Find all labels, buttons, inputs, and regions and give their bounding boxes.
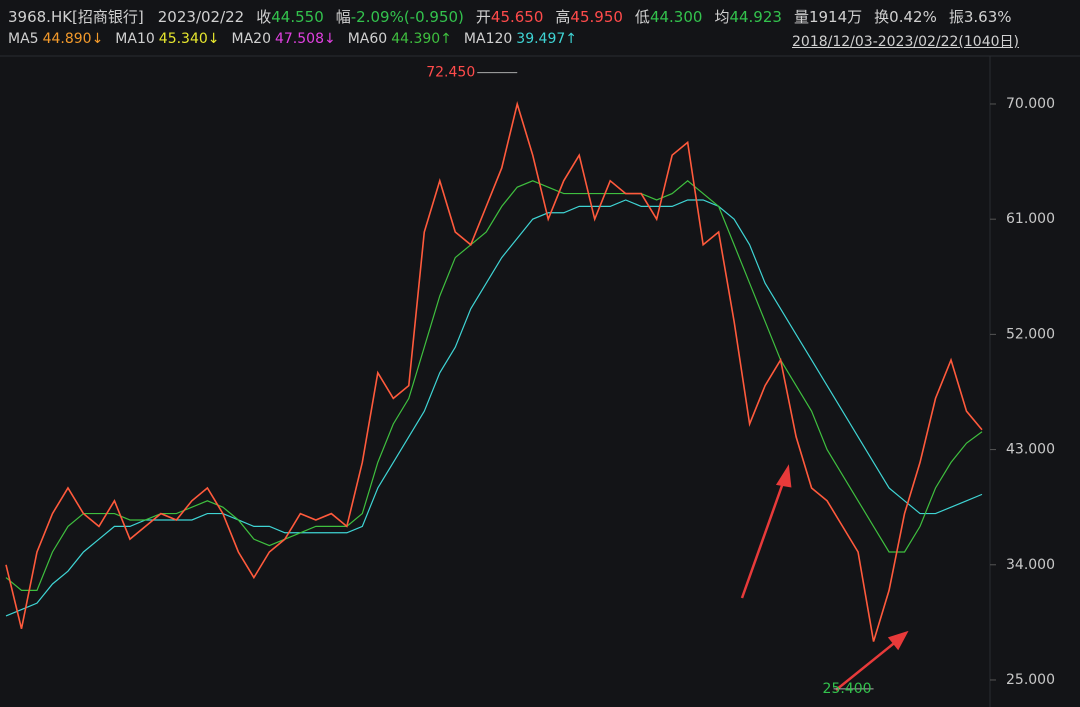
y-tick-label: 43.000 (1006, 442, 1055, 458)
field-value: 44.550 (271, 8, 324, 26)
series-line (5, 180, 983, 591)
ma-label: MA20 (231, 31, 271, 47)
ma-value: 44.390↑ (391, 31, 452, 47)
field-value: -2.09%(-0.950) (350, 8, 464, 26)
y-tick-label: 52.000 (1006, 326, 1055, 342)
field-label: 振 (948, 8, 964, 26)
field-value: 0.42% (889, 8, 937, 26)
field-label: 量 (793, 8, 809, 26)
field-value: 44.923 (729, 8, 782, 26)
y-tick-label: 34.000 (1006, 557, 1055, 573)
field-value: 3.63% (963, 8, 1012, 26)
ma-value: 39.497↑ (516, 31, 578, 47)
ma-value: 47.508↓ (274, 31, 336, 47)
y-tick-label: 25.000 (1006, 672, 1055, 688)
date: 2023/02/22 (157, 8, 245, 26)
ma-label: MA120 (463, 31, 513, 47)
symbol: 3968.HK[招商银行] (8, 8, 144, 26)
ma-label: MA5 (8, 31, 39, 47)
y-tick-label: 61.000 (1006, 211, 1055, 227)
y-tick-label: 70.000 (1006, 96, 1055, 112)
field-label: 均 (714, 8, 730, 26)
field-value: 45.650 (490, 8, 544, 26)
ma-value: 45.340↓ (158, 31, 220, 47)
annotation-label: 72.450 (426, 65, 475, 81)
field-label: 收 (256, 8, 272, 26)
field-value: 45.950 (570, 8, 623, 26)
field-value: 1914万 (808, 8, 863, 26)
ma-label: MA60 (347, 31, 388, 47)
arrow (740, 464, 909, 691)
field-value: 44.300 (649, 8, 703, 26)
date-range: 2018/12/03-2023/02/22(1040日) (792, 34, 1019, 50)
ma-value: 44.890↓ (42, 31, 104, 47)
field-label: 开 (475, 8, 491, 26)
field-label: 幅 (335, 8, 351, 26)
ma-header: MA5 44.890↓ MA10 45.340↓ MA20 47.508↓ MA60 44.3… (8, 31, 1080, 50)
field-label: 换 (874, 8, 890, 26)
field-label: 高 (555, 8, 571, 26)
series-line (5, 199, 983, 617)
field-label: 低 (634, 8, 650, 26)
annotation-label: 25.400 (823, 681, 872, 697)
quote-header: 3968.HK[招商银行] 2023/02/22 收44.550 幅-2.09%(-0… (8, 6, 1080, 30)
ma-label: MA10 (115, 31, 155, 47)
series-line (5, 100, 983, 642)
